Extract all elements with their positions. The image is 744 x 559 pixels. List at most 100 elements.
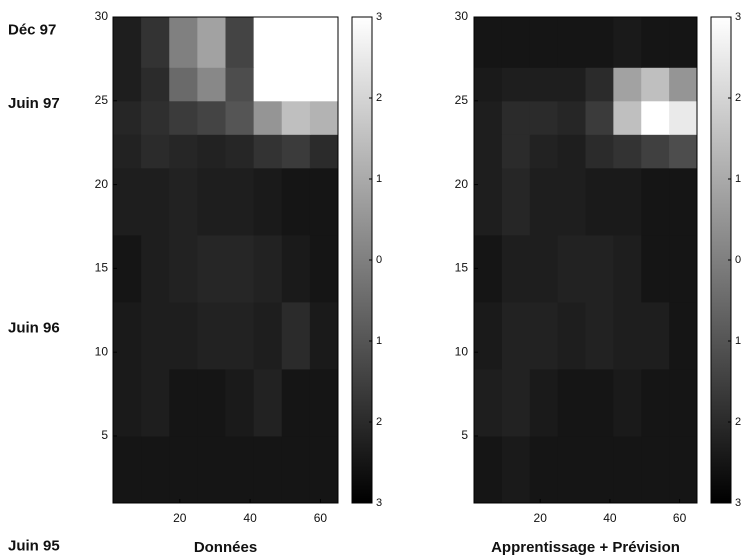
heatmap-cell — [225, 301, 255, 370]
heatmap-cell — [225, 435, 255, 504]
heatmap-cell — [169, 234, 198, 303]
heatmap-cell — [641, 368, 670, 437]
heatmap-cell — [169, 301, 198, 370]
colorbar-tick-label: 0 — [735, 254, 741, 266]
x-tick-label: 20 — [173, 511, 187, 525]
heatmap-cell — [225, 368, 255, 437]
heatmap-cell — [197, 368, 226, 437]
heatmap-cell — [585, 67, 614, 102]
heatmap-cell — [169, 368, 198, 437]
heatmap-cell — [501, 100, 531, 135]
x-tick-label: 60 — [314, 511, 328, 525]
heatmap-cell — [113, 67, 142, 102]
heatmap-cell — [613, 17, 642, 68]
heatmap-cell — [197, 301, 226, 370]
heatmap-cell — [253, 67, 283, 102]
y-tick-label: 20 — [95, 177, 109, 191]
date-label: Déc 97 — [8, 21, 56, 38]
heatmap-cell — [113, 234, 142, 303]
heatmap-cell — [474, 17, 503, 68]
heatmap-cell — [641, 234, 670, 303]
date-label: Juin 96 — [8, 320, 60, 337]
x-tick-label: 40 — [243, 511, 257, 525]
heatmap-cell — [641, 167, 670, 236]
y-tick-label: 25 — [95, 93, 109, 107]
heatmap-cell — [141, 67, 170, 102]
colorbar-tick-label: 2 — [376, 416, 382, 428]
heatmap-cell — [474, 100, 503, 135]
heatmap-cell — [141, 134, 170, 169]
heatmap-cell — [669, 67, 698, 102]
heatmap-cell — [529, 167, 559, 236]
heatmap-cell — [141, 435, 170, 504]
heatmap-cell — [169, 435, 198, 504]
heatmap-cell — [169, 67, 198, 102]
heatmap-cell — [113, 301, 142, 370]
heatmap-cell — [474, 134, 503, 169]
heatmap-cell — [557, 167, 586, 236]
heatmap-cell — [169, 167, 198, 236]
y-tick-label: 15 — [455, 261, 469, 275]
heatmap-cell — [585, 17, 614, 68]
heatmap-cell — [529, 301, 559, 370]
heatmap-cell — [613, 301, 642, 370]
heatmap-cell — [501, 17, 531, 68]
date-label: Juin 97 — [8, 95, 60, 112]
colorbar-tick-label: 1 — [376, 335, 382, 347]
heatmap-cell — [253, 435, 283, 504]
heatmap-cell — [474, 167, 503, 236]
heatmap-cell — [501, 167, 531, 236]
heatmap-cell — [529, 134, 559, 169]
colorbar-tick-label: 1 — [735, 335, 741, 347]
heatmap-cell — [169, 134, 198, 169]
heatmap-cell — [309, 134, 339, 169]
heatmap-cell — [529, 67, 559, 102]
heatmap-cell — [309, 17, 339, 68]
colorbar-tick-label: 3 — [376, 11, 382, 23]
heatmap-cell — [669, 17, 698, 68]
heatmap-cell — [197, 17, 226, 68]
x-tick-label: 60 — [673, 511, 687, 525]
y-tick-label: 5 — [101, 428, 108, 442]
heatmap-cell — [669, 134, 698, 169]
heatmap-cell — [281, 67, 311, 102]
heatmap-cell — [141, 368, 170, 437]
colorbar-tick-label: 2 — [735, 416, 741, 428]
heatmap-cell — [557, 368, 586, 437]
heatmap-cell — [281, 134, 311, 169]
heatmap-cell — [113, 435, 142, 504]
heatmap-cell — [225, 100, 255, 135]
heatmap-cell — [501, 234, 531, 303]
heatmap-cell — [225, 67, 255, 102]
x-tick-label: 20 — [534, 511, 548, 525]
heatmap-cell — [253, 17, 283, 68]
heatmap-cell — [501, 368, 531, 437]
heatmap-cell — [585, 301, 614, 370]
heatmap-cell — [309, 167, 339, 236]
heatmap-cell — [309, 100, 339, 135]
heatmap-cell — [641, 100, 670, 135]
heatmap-cell — [613, 67, 642, 102]
heatmap-cell — [613, 134, 642, 169]
heatmap-cell — [585, 134, 614, 169]
heatmap-cell — [113, 134, 142, 169]
heatmap-cell — [585, 167, 614, 236]
heatmap-cell — [253, 301, 283, 370]
x-axis-label: Données — [194, 539, 257, 556]
heatmap-cell — [281, 100, 311, 135]
heatmap-cell — [585, 435, 614, 504]
heatmap-cell — [309, 435, 339, 504]
heatmap-cell — [474, 301, 503, 370]
heatmap-cell — [197, 234, 226, 303]
colorbar-tick-label: 0 — [376, 254, 382, 266]
date-label: Juin 95 — [8, 538, 60, 555]
heatmap-cell — [641, 67, 670, 102]
y-tick-label: 30 — [95, 9, 109, 23]
y-tick-label: 20 — [455, 177, 469, 191]
heatmap-cell — [529, 100, 559, 135]
heatmap-cell — [501, 67, 531, 102]
heatmap-cell — [197, 134, 226, 169]
heatmap-cell — [197, 435, 226, 504]
plot-frame — [473, 16, 698, 504]
